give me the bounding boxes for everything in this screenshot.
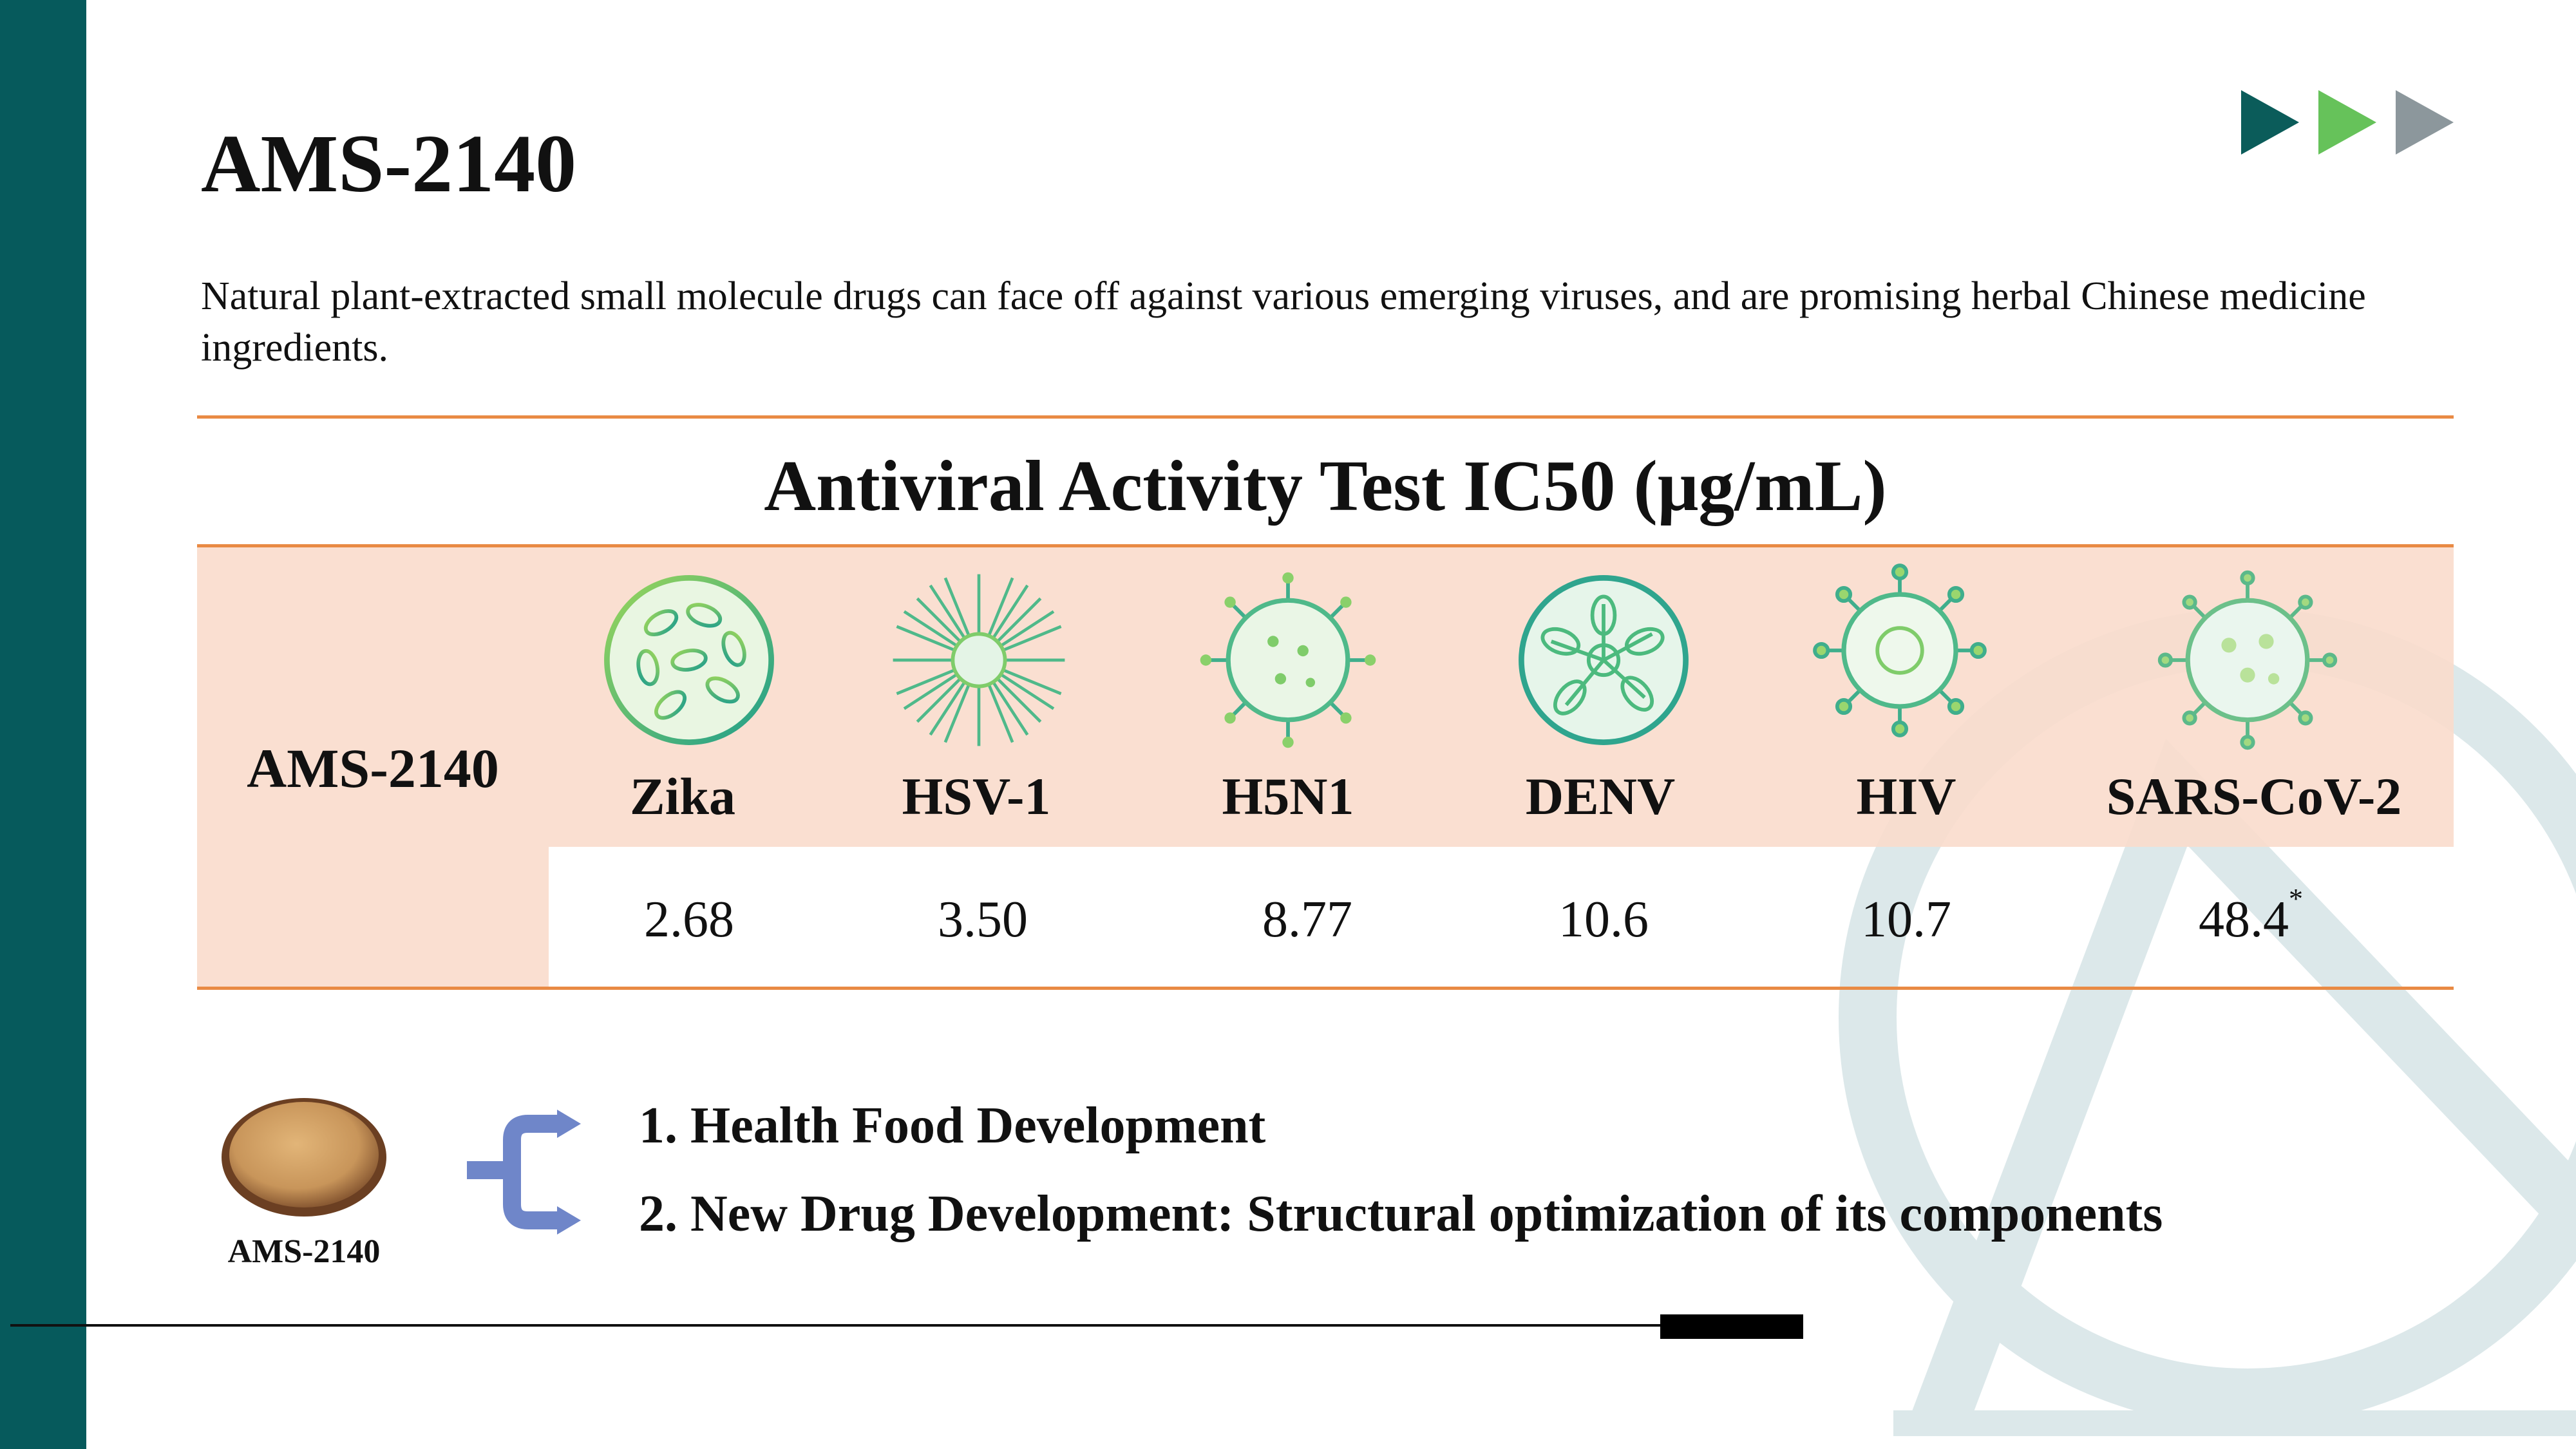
herbal-powder-bowl-icon bbox=[222, 1098, 386, 1217]
product-label: AMS-2140 bbox=[227, 1233, 381, 1270]
hsv1-virus-icon bbox=[893, 574, 1065, 746]
hiv-virus-icon bbox=[1813, 564, 1987, 737]
development-item-new-drug: 2. New Drug Development: Structural opti… bbox=[639, 1186, 2163, 1242]
ic50-value-zika: 2.68 bbox=[644, 891, 734, 948]
virus-name-denv: DENV bbox=[1525, 767, 1676, 826]
row-label-cell bbox=[197, 847, 549, 987]
left-accent-bar bbox=[0, 0, 86, 1449]
row-label: AMS-2140 bbox=[247, 737, 499, 799]
ic50-value-sars-cov-2-number: 48.4 bbox=[2199, 891, 2289, 948]
zika-virus-icon bbox=[604, 575, 774, 745]
footer-rule bbox=[10, 1324, 1672, 1327]
page-title: AMS-2140 bbox=[201, 118, 577, 209]
table-title: Antiviral Activity Test IC50 (μg/mL) bbox=[764, 446, 1887, 526]
denv-virus-icon bbox=[1519, 575, 1689, 745]
ic50-value-denv: 10.6 bbox=[1558, 891, 1649, 948]
h5n1-virus-icon bbox=[1200, 572, 1376, 748]
footer-accent-bar bbox=[1660, 1314, 1803, 1339]
virus-name-hiv: HIV bbox=[1856, 767, 1956, 826]
ic50-value-hsv1: 3.50 bbox=[938, 891, 1028, 948]
arrow-dark-icon bbox=[2241, 90, 2299, 155]
sars-cov-2-virus-icon bbox=[2157, 570, 2338, 750]
nav-arrows-icon bbox=[2241, 90, 2454, 155]
ic50-value-h5n1: 8.77 bbox=[1262, 891, 1352, 948]
development-item-health-food: 1. Health Food Development bbox=[639, 1097, 1266, 1154]
ic50-value-sars-cov-2: 48.4* bbox=[2070, 885, 2431, 948]
arrow-gray-icon bbox=[2396, 90, 2454, 155]
branch-arrow-icon bbox=[467, 1110, 581, 1235]
ic50-value-hiv: 10.7 bbox=[1861, 891, 1951, 948]
virus-name-zika: Zika bbox=[629, 767, 736, 826]
table-top-rule bbox=[197, 415, 2454, 419]
subtitle-text: Natural plant-extracted small molecule d… bbox=[201, 274, 2366, 370]
virus-name-sars-cov-2: SARS-CoV-2 bbox=[2106, 767, 2402, 826]
virus-name-h5n1: H5N1 bbox=[1222, 767, 1354, 826]
table-header-rule bbox=[197, 544, 2454, 547]
virus-name-hsv1: HSV-1 bbox=[902, 767, 1051, 826]
footnote-marker: * bbox=[2289, 883, 2303, 914]
arrow-green-icon bbox=[2318, 90, 2376, 155]
table-bottom-rule bbox=[197, 987, 2454, 990]
